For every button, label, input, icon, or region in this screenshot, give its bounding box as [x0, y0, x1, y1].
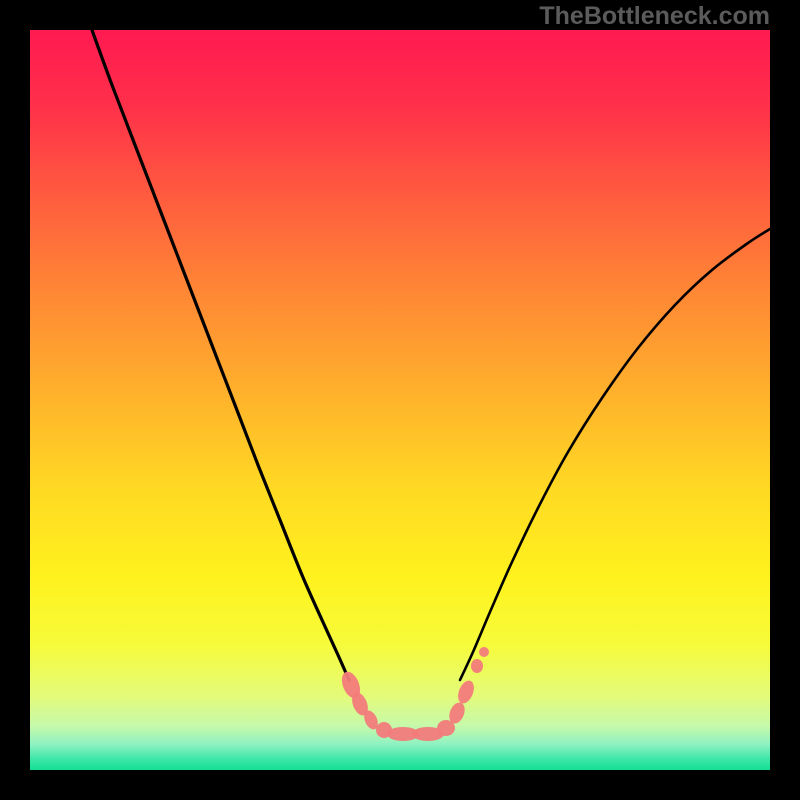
bottleneck-curve-chart	[0, 0, 800, 800]
chart-frame: TheBottleneck.com	[0, 0, 800, 800]
watermark-text: TheBottleneck.com	[539, 2, 770, 31]
